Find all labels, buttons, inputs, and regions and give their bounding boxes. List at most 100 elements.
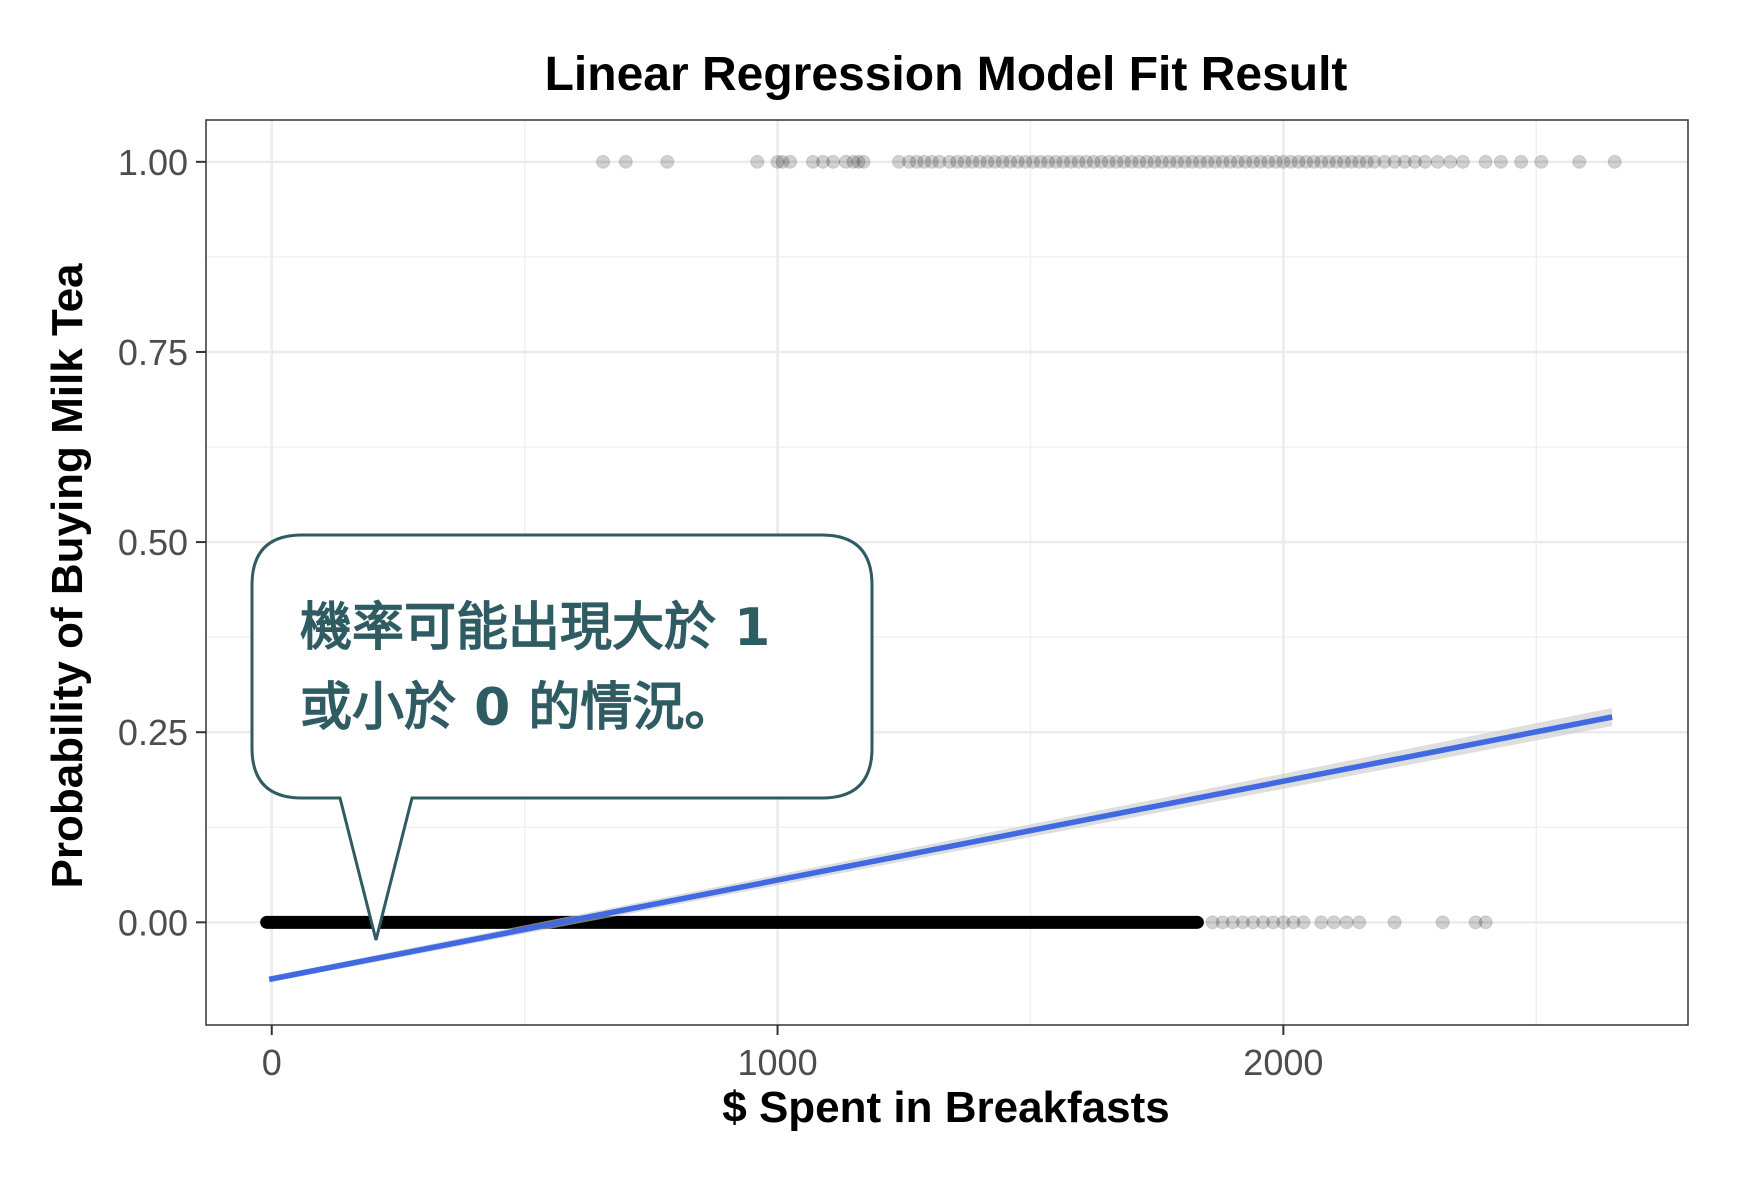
data-point	[1276, 154, 1291, 169]
data-point	[1079, 154, 1094, 169]
data-point	[1223, 154, 1238, 169]
plot-panel-border	[205, 119, 1689, 1026]
data-point	[1468, 915, 1483, 930]
data-point	[1094, 154, 1109, 169]
data-point	[1417, 154, 1432, 169]
data-point	[909, 154, 924, 169]
data-point	[1246, 154, 1261, 169]
data-point	[1276, 915, 1291, 930]
data-point	[838, 154, 853, 169]
callout-bubble	[250, 533, 874, 941]
data-point	[1071, 154, 1086, 169]
data-point	[783, 154, 798, 169]
data-point	[750, 154, 765, 169]
data-point	[1256, 915, 1271, 930]
data-point	[856, 154, 871, 169]
data-point	[1534, 154, 1549, 169]
data-point	[1329, 154, 1344, 169]
data-point	[1266, 915, 1281, 930]
data-point	[1205, 915, 1220, 930]
data-point	[1238, 154, 1253, 169]
data-point	[775, 154, 790, 169]
data-point	[770, 154, 785, 169]
x-axis-title: $ Spent in Breakfasts	[722, 1083, 1170, 1132]
data-point	[1177, 154, 1192, 169]
data-point	[1326, 915, 1341, 930]
x-tick-label: 2000	[1243, 1042, 1323, 1083]
data-point	[1352, 915, 1367, 930]
data-point	[1170, 154, 1185, 169]
data-point	[816, 154, 831, 169]
data-point	[1010, 154, 1025, 169]
data-point	[965, 154, 980, 169]
data-point	[1268, 154, 1283, 169]
data-point	[1132, 154, 1147, 169]
data-point	[1018, 154, 1033, 169]
y-tick-label: 0.25	[118, 712, 188, 753]
data-point	[660, 154, 675, 169]
data-point	[1048, 154, 1063, 169]
data-point	[1572, 154, 1587, 169]
data-point	[1291, 154, 1306, 169]
data-point	[980, 154, 995, 169]
data-point	[917, 154, 932, 169]
data-point	[1208, 154, 1223, 169]
data-point	[1154, 154, 1169, 169]
callout-line-1: 機率可能出現大於 1	[300, 598, 770, 658]
data-point	[1124, 154, 1139, 169]
y-tick-label: 0.00	[118, 902, 188, 943]
data-point	[1339, 915, 1354, 930]
data-point	[1430, 154, 1445, 169]
data-point	[924, 154, 939, 169]
data-point	[1296, 915, 1311, 930]
data-points	[260, 154, 1622, 930]
data-point	[988, 154, 1003, 169]
y-tick-label: 0.75	[118, 332, 188, 373]
data-point	[1367, 154, 1382, 169]
data-point	[995, 154, 1010, 169]
data-point	[1086, 154, 1101, 169]
callout-line-2: 或小於 0 的情況。	[300, 678, 736, 738]
data-point	[972, 154, 987, 169]
y-tick-label: 0.50	[118, 522, 188, 563]
data-point	[1314, 154, 1329, 169]
data-point	[1607, 154, 1622, 169]
data-point	[1185, 154, 1200, 169]
data-point	[950, 154, 965, 169]
data-point	[957, 154, 972, 169]
data-point	[1162, 154, 1177, 169]
data-point	[1478, 154, 1493, 169]
data-point	[932, 154, 947, 169]
data-point	[1200, 154, 1215, 169]
data-point	[1283, 154, 1298, 169]
y-axis-title: Probability of Buying Milk Tea	[43, 263, 92, 889]
data-point	[1306, 154, 1321, 169]
data-point	[1192, 154, 1207, 169]
data-point	[1397, 154, 1412, 169]
data-point	[596, 154, 611, 169]
data-point	[1407, 154, 1422, 169]
data-point	[851, 154, 866, 169]
fit-line	[268, 714, 1613, 983]
data-point	[1435, 915, 1450, 930]
data-point	[1455, 154, 1470, 169]
data-point	[1253, 154, 1268, 169]
data-point	[1056, 154, 1071, 169]
data-point	[1299, 154, 1314, 169]
data-point	[1321, 154, 1336, 169]
x-tick-label: 0	[262, 1042, 282, 1083]
data-point	[1101, 154, 1116, 169]
data-point	[902, 154, 917, 169]
data-point	[942, 154, 957, 169]
data-point	[846, 154, 861, 169]
y-tick-label: 1.00	[118, 142, 188, 183]
chart-title: Linear Regression Model Fit Result	[545, 48, 1348, 101]
data-point	[1344, 154, 1359, 169]
data-point	[1147, 154, 1162, 169]
data-point	[1478, 915, 1493, 930]
data-point	[1314, 915, 1329, 930]
data-point	[1139, 154, 1154, 169]
x-tick-label: 1000	[738, 1042, 818, 1083]
data-point	[1514, 154, 1529, 169]
